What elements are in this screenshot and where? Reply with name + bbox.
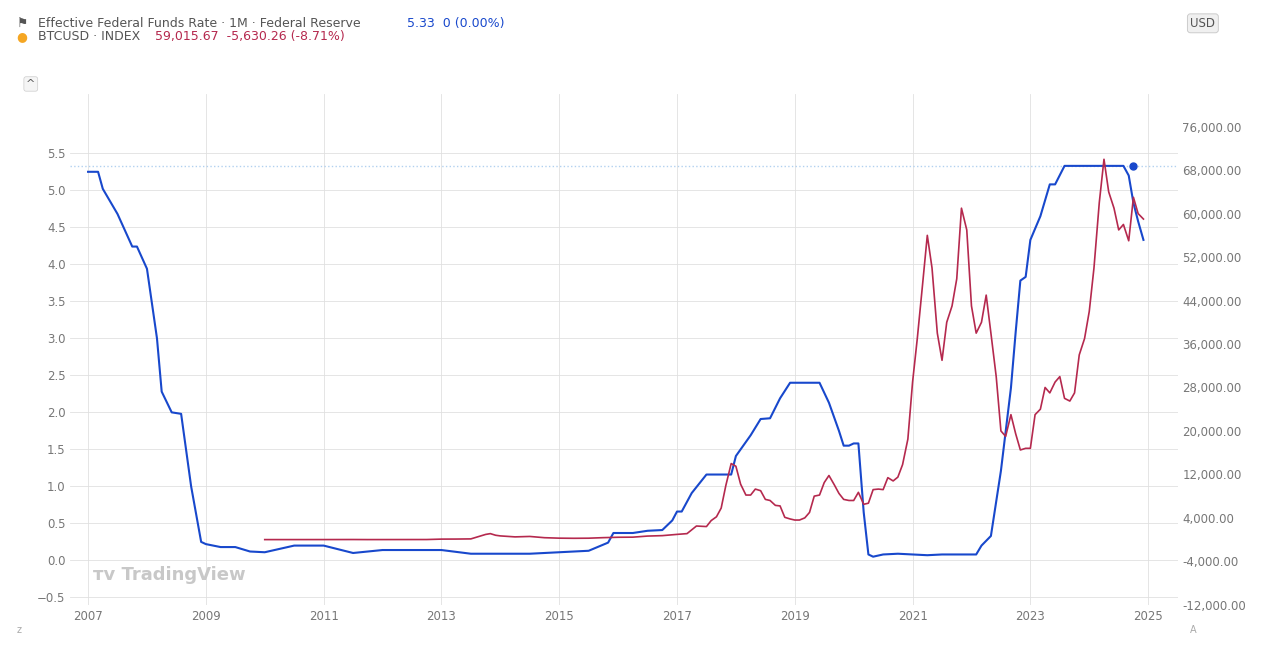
Text: ᴛᴠ TradingView: ᴛᴠ TradingView [92,566,246,585]
Text: 59,015.67  -5,630.26 (-8.71%): 59,015.67 -5,630.26 (-8.71%) [147,30,344,43]
Text: ^: ^ [26,79,36,89]
Text: A: A [1190,625,1197,635]
Text: Effective Federal Funds Rate · 1M · Federal Reserve: Effective Federal Funds Rate · 1M · Fede… [38,17,361,30]
Text: ⚑: ⚑ [17,17,28,30]
Text: z: z [17,625,22,635]
Text: 5.33  0 (0.00%): 5.33 0 (0.00%) [399,17,504,30]
Text: USD: USD [1190,17,1216,30]
Text: ●: ● [17,30,27,43]
Text: BTCUSD · INDEX: BTCUSD · INDEX [38,30,141,43]
